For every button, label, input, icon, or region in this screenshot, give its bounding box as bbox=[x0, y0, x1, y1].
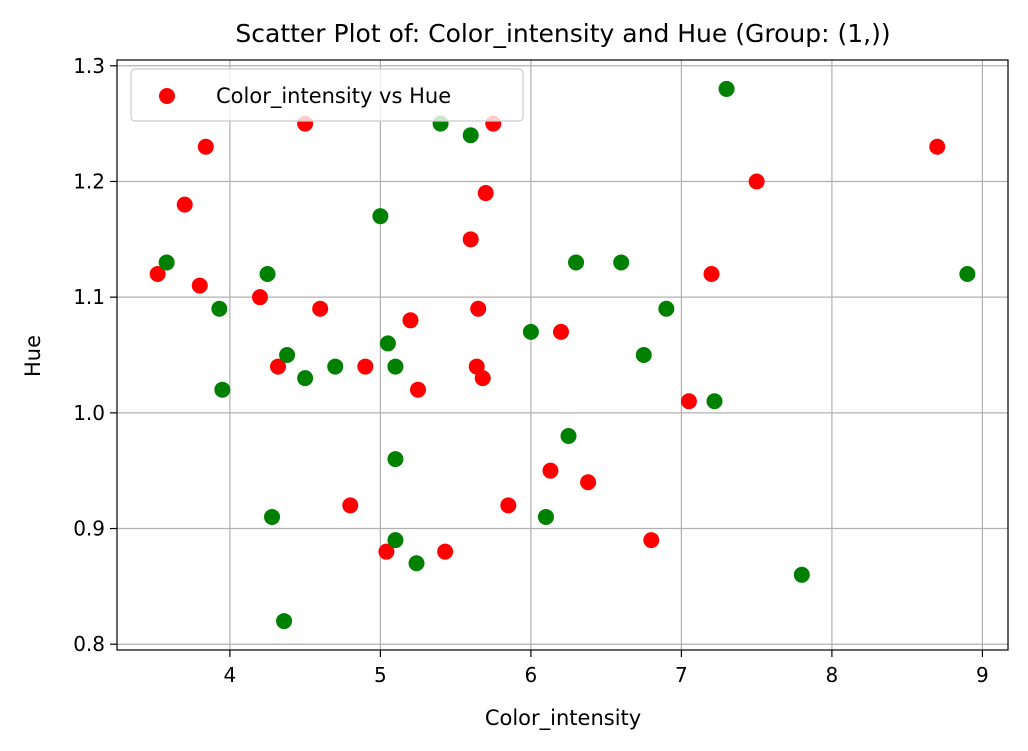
scatter-point bbox=[176, 196, 193, 213]
scatter-point bbox=[680, 393, 697, 410]
scatter-point bbox=[500, 497, 517, 514]
scatter-point bbox=[929, 138, 946, 155]
x-tick-label: 9 bbox=[976, 663, 989, 687]
scatter-point bbox=[191, 277, 208, 294]
y-axis-label: Hue bbox=[21, 335, 45, 377]
scatter-point bbox=[251, 289, 268, 306]
scatter-point bbox=[327, 358, 344, 375]
scatter-point bbox=[718, 80, 735, 97]
scatter-point bbox=[613, 254, 630, 271]
x-axis-ticks: 4 5 6 7 8 9 bbox=[224, 650, 989, 687]
scatter-point bbox=[470, 300, 487, 317]
x-tick-label: 5 bbox=[374, 663, 387, 687]
scatter-point bbox=[197, 138, 214, 155]
y-tick-label: 1.2 bbox=[73, 169, 105, 193]
scatter-point bbox=[158, 254, 175, 271]
scatter-point bbox=[793, 566, 810, 583]
scatter-point bbox=[552, 323, 569, 340]
legend-box bbox=[130, 68, 524, 122]
y-tick-label: 1.1 bbox=[73, 285, 105, 309]
plot-frame bbox=[116, 59, 1009, 651]
x-tick-label: 8 bbox=[826, 663, 839, 687]
scatter-point bbox=[264, 508, 281, 525]
x-tick-label: 7 bbox=[675, 663, 688, 687]
scatter-point bbox=[357, 358, 374, 375]
legend-entry-label: Color_intensity vs Hue bbox=[216, 84, 451, 109]
x-tick-label: 4 bbox=[224, 663, 237, 687]
scatter-point bbox=[379, 335, 396, 352]
x-tick-label: 6 bbox=[525, 663, 538, 687]
scatter-point bbox=[542, 462, 559, 479]
scatter-point bbox=[211, 300, 228, 317]
scatter-point bbox=[462, 231, 479, 248]
scatter-point bbox=[276, 613, 293, 630]
scatter-point bbox=[372, 208, 389, 225]
scatter-point bbox=[342, 497, 359, 514]
scatter-point bbox=[149, 266, 166, 283]
scatter-point bbox=[537, 508, 554, 525]
scatter-point bbox=[270, 358, 287, 375]
y-tick-label: 0.8 bbox=[73, 632, 105, 656]
scatter-point bbox=[477, 185, 494, 202]
scatter-point bbox=[437, 543, 454, 560]
grid-lines bbox=[117, 60, 1008, 650]
scatter-point bbox=[297, 370, 314, 387]
scatter-point bbox=[259, 266, 276, 283]
scatter-point bbox=[703, 266, 720, 283]
scatter-point bbox=[643, 532, 660, 549]
scatter-point bbox=[402, 312, 419, 329]
legend-marker bbox=[159, 88, 175, 104]
scatter-point bbox=[706, 393, 723, 410]
scatter-point bbox=[658, 300, 675, 317]
scatter-point bbox=[580, 474, 597, 491]
scatter-point bbox=[635, 347, 652, 363]
scatter-point bbox=[474, 370, 491, 387]
x-axis-label: Color_intensity bbox=[485, 706, 641, 731]
scatter-point bbox=[408, 555, 425, 572]
y-tick-label: 1.3 bbox=[73, 54, 105, 78]
scatter-point bbox=[462, 127, 479, 144]
y-tick-label: 1.0 bbox=[73, 401, 105, 425]
scatter-point bbox=[312, 300, 329, 317]
scatter-point bbox=[568, 254, 585, 271]
scatter-point bbox=[387, 532, 404, 549]
scatter-point bbox=[387, 451, 404, 468]
scatter-point bbox=[387, 358, 404, 375]
data-points bbox=[149, 80, 976, 630]
chart-title: Scatter Plot of: Color_intensity and Hue… bbox=[235, 19, 890, 48]
y-axis-ticks: 0.8 0.9 1.0 1.1 1.2 1.3 bbox=[73, 54, 117, 656]
scatter-point bbox=[214, 381, 231, 398]
scatter-point bbox=[378, 543, 395, 560]
y-tick-label: 0.9 bbox=[73, 517, 105, 541]
scatter-point bbox=[748, 173, 765, 190]
legend: Color_intensity vs Hue bbox=[130, 68, 524, 122]
scatter-point bbox=[522, 323, 539, 340]
scatter-point bbox=[279, 347, 296, 363]
scatter-point bbox=[959, 266, 976, 283]
scatter-point bbox=[410, 381, 427, 398]
scatter-point bbox=[560, 427, 577, 444]
